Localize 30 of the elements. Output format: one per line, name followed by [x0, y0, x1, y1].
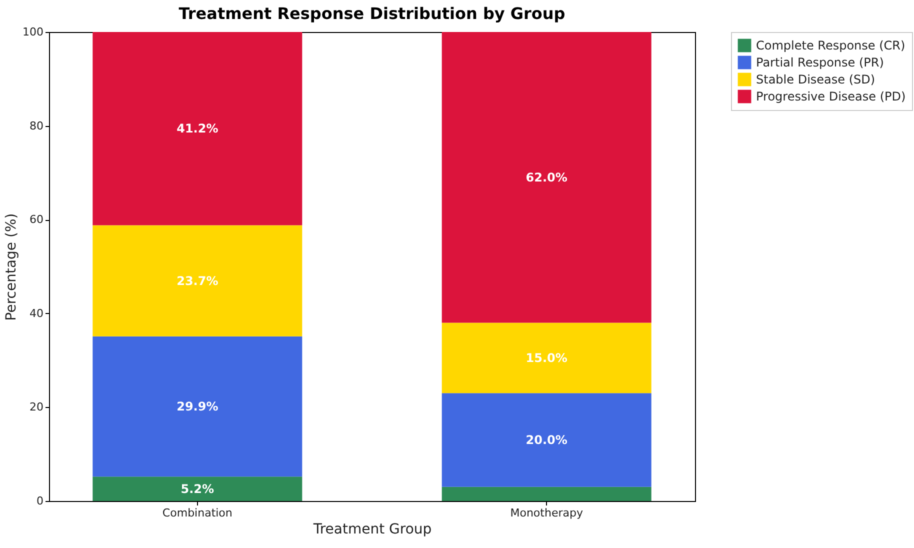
- data-label: 20.0%: [526, 433, 568, 448]
- bar: [92, 336, 302, 477]
- y-axis-title: Percentage (%): [4, 213, 20, 321]
- bar: [442, 32, 652, 323]
- legend-label: Progressive Disease (PD): [756, 90, 906, 104]
- data-label: 29.9%: [176, 399, 218, 414]
- y-tick-label: 80: [30, 119, 44, 132]
- data-label: 15.0%: [526, 350, 568, 365]
- bar: [442, 486, 652, 501]
- bar: [92, 225, 302, 336]
- x-tick-label: Combination: [162, 506, 232, 520]
- legend-label: Complete Response (CR): [756, 38, 906, 52]
- legend-label: Partial Response (PR): [756, 56, 884, 70]
- x-axis-title: Treatment Group: [312, 522, 432, 538]
- y-tick-label: 100: [22, 26, 44, 38]
- legend-label: Stable Disease (SD): [756, 72, 876, 86]
- x-tick-label: Monotherapy: [510, 506, 584, 520]
- y-tick-label: 40: [30, 306, 44, 320]
- y-tick-label: 60: [30, 213, 44, 226]
- y-tick-label: 20: [30, 400, 44, 414]
- y-tick-label: 0: [36, 494, 44, 508]
- bar: [92, 476, 302, 501]
- data-label: 62.0%: [526, 170, 568, 184]
- bar: [442, 393, 652, 487]
- chart-title: Treatment Response Distribution by Group: [178, 4, 566, 23]
- data-label: 5.2%: [180, 482, 214, 496]
- bar: [92, 32, 302, 226]
- data-label: 23.7%: [176, 274, 218, 288]
- data-label: 41.2%: [176, 122, 218, 136]
- bar: [442, 322, 652, 394]
